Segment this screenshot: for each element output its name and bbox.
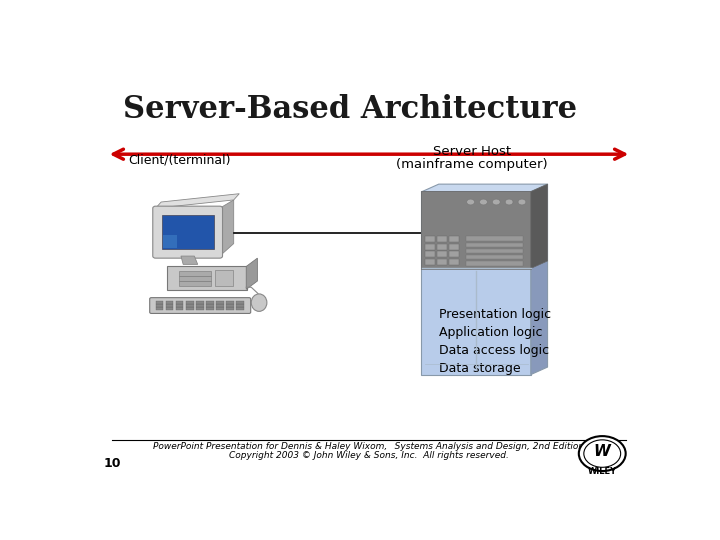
FancyBboxPatch shape <box>449 259 459 265</box>
FancyBboxPatch shape <box>216 307 224 310</box>
FancyBboxPatch shape <box>162 215 214 249</box>
FancyBboxPatch shape <box>236 307 244 310</box>
FancyBboxPatch shape <box>186 307 194 310</box>
Circle shape <box>480 199 487 205</box>
FancyBboxPatch shape <box>437 252 447 257</box>
Text: WILEY: WILEY <box>588 468 617 476</box>
Text: Client/(terminal): Client/(terminal) <box>128 154 230 167</box>
FancyBboxPatch shape <box>437 259 447 265</box>
FancyBboxPatch shape <box>466 255 523 259</box>
FancyBboxPatch shape <box>437 244 447 249</box>
FancyBboxPatch shape <box>226 307 234 310</box>
FancyBboxPatch shape <box>166 301 174 303</box>
FancyBboxPatch shape <box>216 301 224 303</box>
Text: Server-Based Architecture: Server-Based Architecture <box>124 94 577 125</box>
FancyBboxPatch shape <box>449 237 459 242</box>
Polygon shape <box>531 184 548 375</box>
FancyBboxPatch shape <box>179 272 210 275</box>
Polygon shape <box>220 200 234 256</box>
FancyBboxPatch shape <box>226 301 234 303</box>
FancyBboxPatch shape <box>179 276 210 281</box>
FancyBboxPatch shape <box>466 261 523 266</box>
FancyBboxPatch shape <box>196 304 204 307</box>
FancyBboxPatch shape <box>226 304 234 307</box>
FancyBboxPatch shape <box>179 281 210 286</box>
Text: Server Host: Server Host <box>433 145 511 158</box>
Text: Presentation logic: Presentation logic <box>438 308 551 321</box>
FancyBboxPatch shape <box>421 191 531 269</box>
Polygon shape <box>531 184 548 268</box>
Polygon shape <box>156 194 239 208</box>
Text: Application logic: Application logic <box>438 326 542 339</box>
Text: Copyright 2003 © John Wiley & Sons, Inc.  All rights reserved.: Copyright 2003 © John Wiley & Sons, Inc.… <box>229 451 509 461</box>
FancyBboxPatch shape <box>186 304 194 307</box>
FancyBboxPatch shape <box>196 307 204 310</box>
FancyBboxPatch shape <box>156 307 163 310</box>
FancyBboxPatch shape <box>206 304 214 307</box>
Circle shape <box>505 199 513 205</box>
FancyBboxPatch shape <box>196 301 204 303</box>
FancyBboxPatch shape <box>466 242 523 247</box>
FancyBboxPatch shape <box>153 206 222 258</box>
Text: PowerPoint Presentation for Dennis & Haley Wixom,  Systems Analysis and Design, : PowerPoint Presentation for Dennis & Hal… <box>153 442 585 451</box>
FancyBboxPatch shape <box>150 298 251 313</box>
Circle shape <box>518 199 526 205</box>
FancyBboxPatch shape <box>425 259 435 265</box>
FancyBboxPatch shape <box>166 304 174 307</box>
FancyBboxPatch shape <box>449 252 459 257</box>
FancyBboxPatch shape <box>466 237 523 241</box>
FancyBboxPatch shape <box>215 270 233 286</box>
FancyBboxPatch shape <box>421 191 531 375</box>
FancyBboxPatch shape <box>466 249 523 253</box>
FancyBboxPatch shape <box>167 266 248 290</box>
Circle shape <box>584 440 621 467</box>
Ellipse shape <box>251 294 267 312</box>
FancyBboxPatch shape <box>425 244 435 249</box>
FancyBboxPatch shape <box>206 307 214 310</box>
FancyBboxPatch shape <box>156 304 163 307</box>
Polygon shape <box>422 184 548 192</box>
Polygon shape <box>246 258 258 289</box>
FancyBboxPatch shape <box>186 301 194 303</box>
Text: (mainframe computer): (mainframe computer) <box>397 158 548 171</box>
FancyBboxPatch shape <box>236 301 244 303</box>
FancyBboxPatch shape <box>437 237 447 242</box>
Text: Data access logic: Data access logic <box>438 344 549 357</box>
FancyBboxPatch shape <box>176 304 184 307</box>
Polygon shape <box>181 256 198 265</box>
FancyBboxPatch shape <box>163 235 177 248</box>
FancyBboxPatch shape <box>156 301 163 303</box>
Text: 10: 10 <box>104 457 122 470</box>
FancyBboxPatch shape <box>166 307 174 310</box>
Text: W: W <box>594 444 611 460</box>
FancyBboxPatch shape <box>425 252 435 257</box>
FancyBboxPatch shape <box>216 304 224 307</box>
Circle shape <box>492 199 500 205</box>
FancyBboxPatch shape <box>425 237 435 242</box>
FancyBboxPatch shape <box>176 307 184 310</box>
Circle shape <box>467 199 474 205</box>
FancyBboxPatch shape <box>206 301 214 303</box>
FancyBboxPatch shape <box>449 244 459 249</box>
Circle shape <box>579 436 626 471</box>
FancyBboxPatch shape <box>236 304 244 307</box>
FancyBboxPatch shape <box>176 301 184 303</box>
Text: Data storage: Data storage <box>438 362 521 375</box>
